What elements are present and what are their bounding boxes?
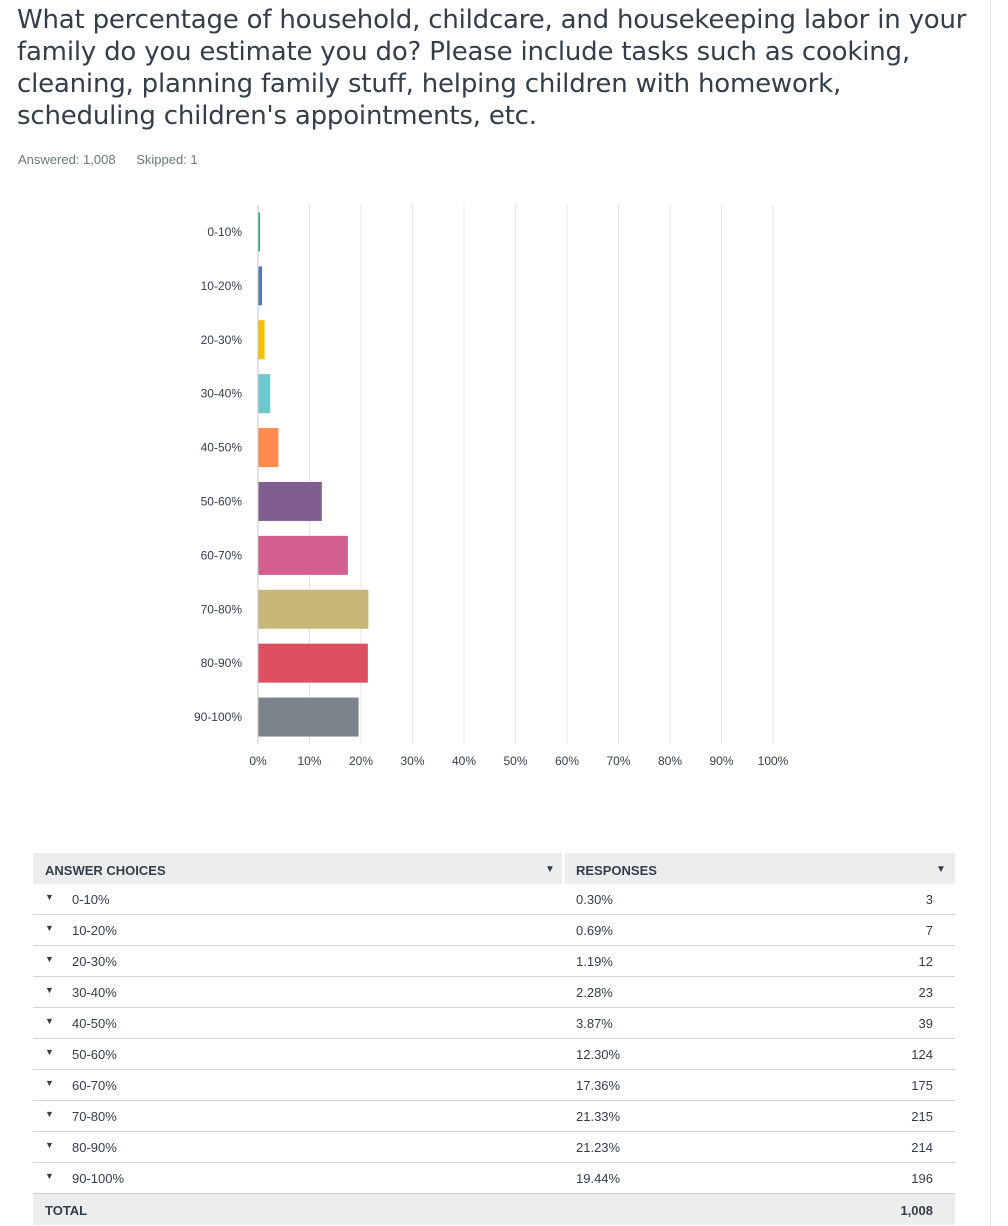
choice-label: 30-40% <box>72 985 117 1000</box>
choice-label: 70-80% <box>72 1109 117 1124</box>
response-percent: 2.28% <box>576 985 613 1000</box>
table-row: ▼ 20-30% 1.19% 12 <box>33 946 955 977</box>
bar-90-100%[interactable] <box>258 697 359 737</box>
answer-choices-header[interactable]: ANSWER CHOICES <box>45 863 166 878</box>
header-divider <box>562 853 565 884</box>
bar-60-70%[interactable] <box>258 535 348 575</box>
x-tick-label: 40% <box>452 754 476 768</box>
table-row: ▼ 90-100% 19.44% 196 <box>33 1163 955 1194</box>
y-tick-label: 10-20% <box>201 279 243 293</box>
bar-80-90%[interactable] <box>258 643 368 683</box>
response-count: 214 <box>911 1140 933 1155</box>
total-row: TOTAL 1,008 <box>33 1194 955 1225</box>
response-percent: 0.30% <box>576 892 613 907</box>
x-tick-label: 70% <box>606 754 630 768</box>
response-count: 7 <box>925 923 933 938</box>
choice-label: 40-50% <box>72 1016 117 1031</box>
x-tick-label: 20% <box>349 754 373 768</box>
x-tick-label: 50% <box>503 754 527 768</box>
panel-edge <box>990 0 991 1226</box>
response-count: 39 <box>918 1016 933 1031</box>
x-tick-label: 90% <box>709 754 733 768</box>
choice-label: 50-60% <box>72 1047 117 1062</box>
expand-caret-icon[interactable]: ▼ <box>45 1171 54 1181</box>
bar-40-50%[interactable] <box>258 428 279 468</box>
y-tick-label: 80-90% <box>201 656 243 670</box>
table-row: ▼ 40-50% 3.87% 39 <box>33 1008 955 1039</box>
x-tick-label: 60% <box>555 754 579 768</box>
total-count: 1,008 <box>900 1203 933 1218</box>
expand-caret-icon[interactable]: ▼ <box>45 1140 54 1150</box>
response-percent: 3.87% <box>576 1016 613 1031</box>
table-row: ▼ 60-70% 17.36% 175 <box>33 1070 955 1101</box>
bar-30-40%[interactable] <box>258 374 271 414</box>
y-tick-label: 0-10% <box>207 225 242 239</box>
response-stats: Answered: 1,008 Skipped: 1 <box>18 152 215 167</box>
question-title: What percentage of household, childcare,… <box>17 5 967 131</box>
expand-caret-icon[interactable]: ▼ <box>45 892 54 902</box>
table-row: ▼ 80-90% 21.23% 214 <box>33 1132 955 1163</box>
responses-table: ANSWER CHOICES ▼ RESPONSES ▼ ▼ 0-10% 0.30%… <box>33 853 955 1225</box>
responses-header[interactable]: RESPONSES <box>576 863 657 878</box>
expand-caret-icon[interactable]: ▼ <box>45 1109 54 1119</box>
response-count: 23 <box>918 985 933 1000</box>
table-row: ▼ 0-10% 0.30% 3 <box>33 884 955 915</box>
x-tick-label: 80% <box>658 754 682 768</box>
expand-caret-icon[interactable]: ▼ <box>45 1016 54 1026</box>
bar-20-30%[interactable] <box>258 320 265 360</box>
table-row: ▼ 50-60% 12.30% 124 <box>33 1039 955 1070</box>
expand-caret-icon[interactable]: ▼ <box>45 954 54 964</box>
response-count: 196 <box>911 1171 933 1186</box>
bar-70-80%[interactable] <box>258 589 369 629</box>
choice-label: 90-100% <box>72 1171 125 1186</box>
response-percent: 1.19% <box>576 954 613 969</box>
table-row: ▼ 10-20% 0.69% 7 <box>33 915 955 946</box>
y-tick-label: 20-30% <box>201 333 243 347</box>
y-tick-label: 50-60% <box>201 494 243 508</box>
response-count: 12 <box>918 954 933 969</box>
sort-responses-icon[interactable]: ▼ <box>936 864 946 875</box>
x-tick-label: 0% <box>249 754 267 768</box>
y-tick-label: 70-80% <box>201 602 243 616</box>
expand-caret-icon[interactable]: ▼ <box>45 1047 54 1057</box>
choice-label: 10-20% <box>72 923 117 938</box>
bar-50-60%[interactable] <box>258 481 322 521</box>
choice-label: 80-90% <box>72 1140 117 1155</box>
x-tick-label: 10% <box>297 754 321 768</box>
y-tick-label: 90-100% <box>194 710 242 724</box>
table-row: ▼ 30-40% 2.28% 23 <box>33 977 955 1008</box>
expand-caret-icon[interactable]: ▼ <box>45 923 54 933</box>
table-body: ▼ 0-10% 0.30% 3 ▼ 10-20% 0.69% 7 ▼ 20-30% 1.19% 12 ▼… <box>33 884 955 1194</box>
table-header: ANSWER CHOICES ▼ RESPONSES ▼ <box>33 853 955 884</box>
response-count: 175 <box>911 1078 933 1093</box>
expand-caret-icon[interactable]: ▼ <box>45 985 54 995</box>
answered-count: Answered: 1,008 <box>18 152 116 167</box>
response-count: 215 <box>911 1109 933 1124</box>
y-tick-label: 40-50% <box>201 441 243 455</box>
response-percent: 0.69% <box>576 923 613 938</box>
response-count: 124 <box>911 1047 933 1062</box>
skipped-count: Skipped: 1 <box>136 152 198 167</box>
response-percent: 17.36% <box>576 1078 621 1093</box>
response-count: 3 <box>925 892 933 907</box>
sort-choices-icon[interactable]: ▼ <box>545 864 555 875</box>
choice-label: 20-30% <box>72 954 117 969</box>
response-percent: 19.44% <box>576 1171 621 1186</box>
y-tick-label: 60-70% <box>201 548 243 562</box>
y-tick-label: 30-40% <box>201 387 243 401</box>
total-label: TOTAL <box>45 1203 88 1218</box>
table-row: ▼ 70-80% 21.33% 215 <box>33 1101 955 1132</box>
choice-label: 0-10% <box>72 892 110 907</box>
response-percent: 21.33% <box>576 1109 621 1124</box>
response-percent: 21.23% <box>576 1140 621 1155</box>
x-tick-label: 30% <box>400 754 424 768</box>
choice-label: 60-70% <box>72 1078 117 1093</box>
response-percent: 12.30% <box>576 1047 621 1062</box>
bar-10-20%[interactable] <box>258 266 263 306</box>
x-tick-label: 100% <box>758 754 789 768</box>
bar-0-10%[interactable] <box>258 212 261 252</box>
expand-caret-icon[interactable]: ▼ <box>45 1078 54 1088</box>
bar-chart: 0% 10% 20% 30% 40% 50% 60% 70% 80% 90% 100% 0-10% 10… <box>194 205 789 768</box>
